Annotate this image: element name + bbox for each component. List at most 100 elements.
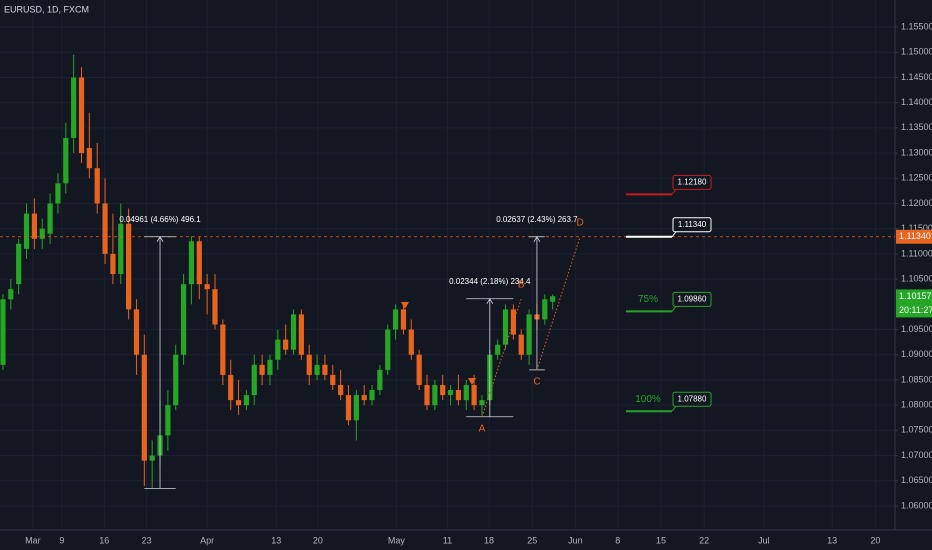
candle-body (47, 203, 53, 234)
y-tick-label: 1.08500 (901, 374, 932, 384)
measure-arrow (533, 235, 541, 242)
x-tick-label: 22 (699, 535, 709, 545)
candle-body (550, 296, 556, 302)
candle-body (31, 213, 37, 239)
candle-body (463, 384, 469, 401)
price-line-label: 1.11340 (899, 231, 931, 241)
measure-arrow (486, 298, 494, 304)
candle-body (110, 253, 116, 275)
candle-body (416, 354, 422, 385)
candle-body (39, 228, 45, 239)
candle-body (204, 284, 210, 290)
y-tick-label: 1.07500 (901, 425, 932, 435)
price-line-box (896, 229, 932, 244)
candle-body (322, 364, 328, 375)
candle-body (385, 329, 391, 370)
level-label: 1.12180 (678, 178, 707, 187)
x-tick-label: 18 (484, 535, 494, 545)
y-tick-label: 1.06000 (901, 500, 932, 510)
candle-body (0, 299, 6, 365)
x-tick-label: 16 (99, 535, 109, 545)
candle-body (392, 309, 399, 330)
last-price-label: 1.10157 (899, 291, 932, 301)
wave-path (536, 236, 581, 371)
candle-body (330, 374, 336, 385)
candle-body (471, 384, 477, 406)
y-tick-label: 1.14000 (901, 97, 932, 107)
candle-body (275, 339, 281, 360)
y-tick-label: 1.11000 (901, 248, 932, 258)
x-tick-label: 13 (271, 535, 281, 545)
candle-body (338, 384, 344, 396)
candle-body (400, 309, 407, 330)
wave-label: B (518, 279, 525, 290)
candle-body (526, 314, 532, 355)
level-box (672, 291, 712, 307)
candle-body (353, 395, 359, 421)
candle-body (259, 364, 265, 375)
candle-body (188, 241, 195, 285)
y-tick-label: 1.13000 (901, 147, 932, 157)
candle-body (432, 384, 438, 406)
level-label: 1.09860 (678, 294, 707, 303)
last-price-box (896, 289, 932, 318)
candle-body (314, 364, 320, 375)
candle-body (345, 395, 352, 421)
candle-body (78, 77, 85, 154)
level-label: 1.07880 (678, 394, 707, 403)
level-box (672, 174, 712, 190)
candle-body (455, 390, 462, 401)
y-tick-label: 1.08000 (901, 400, 932, 410)
x-tick-label: 11 (443, 535, 452, 545)
candle-body (298, 314, 304, 355)
candle-body (502, 309, 509, 345)
x-tick-label: Mar (25, 535, 41, 545)
candle-body (23, 213, 30, 249)
measure-label: 0.04961 (4.66%) 496.1 (119, 215, 201, 224)
candle-body (196, 241, 202, 285)
x-tick-label: Apr (200, 535, 214, 545)
candle-body (180, 284, 187, 355)
y-tick-label: 1.06500 (901, 475, 932, 485)
y-tick-label: 1.13500 (901, 122, 932, 132)
candle-body (510, 309, 516, 335)
y-tick-label: 1.09000 (901, 349, 932, 359)
x-tick-label: May (388, 535, 406, 545)
candle-body (220, 324, 226, 375)
measure-arrow (156, 235, 164, 242)
candle-body (290, 314, 297, 350)
candle-body (243, 395, 250, 406)
x-tick-label: 8 (615, 535, 620, 545)
y-tick-label: 1.12500 (901, 173, 932, 183)
wave-label: A (479, 423, 486, 434)
x-tick-label: 25 (527, 535, 537, 545)
x-tick-label: 15 (656, 535, 666, 545)
arrow-marker (401, 302, 409, 309)
candle-body (251, 364, 257, 396)
candle-body (440, 384, 446, 396)
candle-body (235, 400, 242, 406)
level-label: 1.11340 (678, 220, 707, 229)
y-tick-label: 1.15000 (901, 47, 932, 57)
wave-label: C (533, 377, 540, 388)
level-box (672, 391, 712, 407)
candle-body (447, 390, 454, 396)
x-tick-label: Jul (758, 535, 770, 545)
candle-body (86, 148, 92, 169)
x-tick-label: 20 (313, 535, 323, 545)
y-tick-label: 1.10500 (901, 273, 932, 283)
candle-body (212, 289, 218, 325)
candle-body (495, 344, 501, 355)
x-tick-label: 13 (827, 535, 837, 545)
x-tick-label: 23 (142, 535, 152, 545)
candle-body (63, 137, 69, 184)
candle-body (479, 400, 485, 406)
candle-body (94, 168, 100, 204)
countdown-label: 20:11:27 (899, 305, 932, 315)
candle-body (16, 243, 22, 285)
candle-body (173, 354, 179, 406)
level-box (672, 217, 712, 233)
candle-body (361, 395, 367, 401)
candle-body (306, 354, 312, 375)
